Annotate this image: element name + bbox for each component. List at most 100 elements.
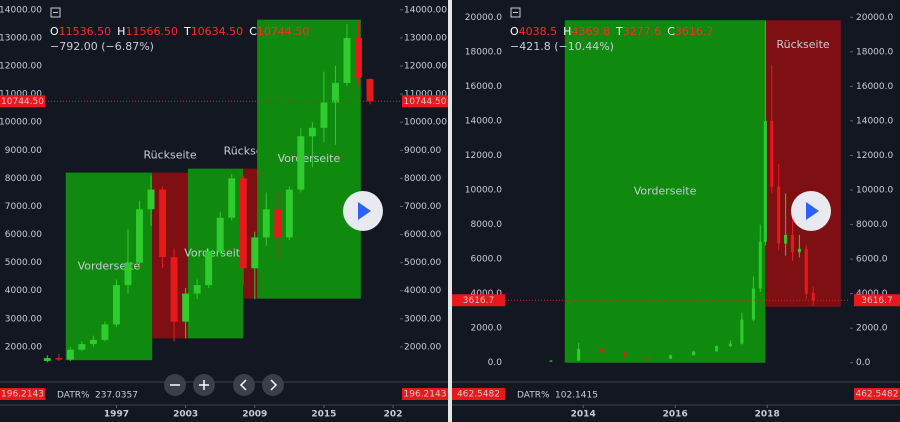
indicator-tag-label: 462.5482: [856, 390, 899, 400]
y-tick-label: 11000.00: [0, 90, 42, 100]
play-button[interactable]: [343, 191, 383, 231]
nav-buttons[interactable]: [164, 374, 284, 396]
candle-body: [216, 217, 224, 252]
indicator-tag: [0, 388, 45, 400]
legend-key: H: [563, 25, 571, 38]
ohlc-legend: O11536.50 H11566.50 T10634.50 C10744.50: [50, 25, 309, 38]
candle-body: [170, 257, 178, 322]
price-tag: [0, 95, 45, 108]
candle-body: [308, 127, 316, 137]
chart-panel: 2000.00 2000.00 3000.00 3000.00 4000.00 4000.…: [0, 5, 448, 420]
indicator-tag: [452, 388, 505, 400]
price-tag-label: 10744.50: [404, 97, 447, 107]
play-button[interactable]: [791, 191, 831, 231]
candle-body: [763, 120, 767, 242]
x-tick-label: 2015: [311, 410, 336, 420]
candle-body: [600, 348, 604, 353]
legend-value: 4038.5: [519, 25, 558, 38]
y-tick-label: 12000.0: [856, 151, 893, 161]
y-tick-label: 14000.0: [856, 116, 893, 126]
y-tick-label: 11000.00: [404, 90, 447, 100]
y-tick-label: 4000.0: [856, 289, 888, 299]
scroll-right-button[interactable]: [262, 374, 284, 396]
candle-body: [549, 360, 553, 362]
legend-key: T: [183, 25, 191, 38]
x-tick-label: 2016: [663, 410, 688, 420]
y-tick-label: 10000.0: [465, 186, 502, 196]
y-tick-label: 16000.0: [856, 82, 893, 92]
indicator-tag-label: 462.5482: [457, 390, 500, 400]
zone-label: Rückseite: [143, 149, 196, 162]
y-tick-label: 5000.00: [404, 258, 441, 268]
candle-body: [66, 349, 74, 360]
x-tick-label: 1997: [104, 410, 129, 420]
indicator-value: 102.1415: [555, 391, 598, 401]
y-tick-label: 9000.00: [5, 146, 42, 156]
legend-key: C: [667, 25, 675, 38]
y-tick-label: 2000.0: [856, 324, 888, 334]
legend-key: H: [117, 25, 125, 38]
candle-body: [239, 178, 247, 269]
price-tag-label: 3616.7: [463, 296, 495, 306]
zone-label: Rückseite: [776, 38, 829, 51]
indicator-tag-label: 196.2143: [404, 390, 447, 400]
candle-body: [159, 189, 167, 258]
collapse-icon: [510, 7, 521, 18]
scroll-left-button[interactable]: [233, 374, 255, 396]
candle-body: [728, 343, 732, 347]
legend-key: C: [249, 25, 257, 38]
candle-body: [55, 358, 63, 360]
y-tick-label: 14000.00: [0, 5, 42, 15]
candle-body: [89, 339, 97, 345]
candle-body: [715, 346, 719, 352]
price-tag: [402, 95, 448, 108]
y-tick-label: 8000.0: [471, 220, 503, 230]
icon: [358, 202, 371, 220]
collapse-icon: [50, 7, 61, 18]
candle-body: [790, 234, 795, 253]
candle-body: [692, 351, 696, 356]
y-tick-label: 7000.00: [404, 202, 441, 212]
x-tick-label: 2014: [571, 410, 596, 420]
candle-body: [182, 293, 190, 322]
candle-body: [758, 241, 762, 289]
candle-body: [101, 324, 109, 340]
y-tick-label: 12000.00: [404, 62, 447, 72]
legend-value: 4369.8: [571, 25, 610, 38]
zone-label: Vorderseite: [278, 152, 341, 165]
candle-body: [193, 285, 201, 294]
candle-body: [285, 189, 293, 238]
x-tick-label: 2009: [242, 410, 267, 420]
candle-body: [784, 234, 788, 244]
y-tick-label: 5000.00: [5, 258, 42, 268]
candle-body: [577, 348, 581, 361]
chart-panel: 0.0 0.0 2000.0 2000.0 4000.0 4000.0 6000.0 6000…: [452, 7, 900, 420]
change-label: −421.8 (−10.44%): [510, 40, 614, 53]
y-tick-label: 14000.0: [465, 116, 502, 126]
candle-body: [124, 262, 132, 286]
y-tick-label: 10000.00: [0, 118, 42, 128]
candle-body: [770, 120, 774, 187]
candle-body: [740, 319, 744, 344]
indicator-name: DATR%: [517, 391, 550, 401]
x-tick-label: 202: [384, 410, 403, 420]
candle-body: [320, 102, 328, 128]
price-tag: [854, 294, 900, 307]
legend-value: 11566.50: [125, 25, 178, 38]
legend-value: 10634.50: [191, 25, 244, 38]
indicator-tag: [854, 388, 900, 400]
candle-body: [113, 285, 120, 325]
icon: [199, 380, 209, 390]
candle-body: [136, 209, 143, 263]
change-label: −792.00 (−6.87%): [50, 40, 154, 53]
y-tick-label: 8000.00: [5, 174, 42, 184]
indicator-name: DATR%: [57, 391, 90, 401]
icon: [806, 202, 819, 220]
candle-body: [228, 178, 236, 218]
y-tick-label: 2000.00: [404, 342, 441, 352]
y-tick-label: 10000.0: [856, 186, 893, 196]
legend-key: T: [615, 25, 623, 38]
price-tag: [452, 294, 505, 307]
candle-body: [777, 186, 781, 244]
y-tick-label: 4000.00: [5, 286, 42, 296]
